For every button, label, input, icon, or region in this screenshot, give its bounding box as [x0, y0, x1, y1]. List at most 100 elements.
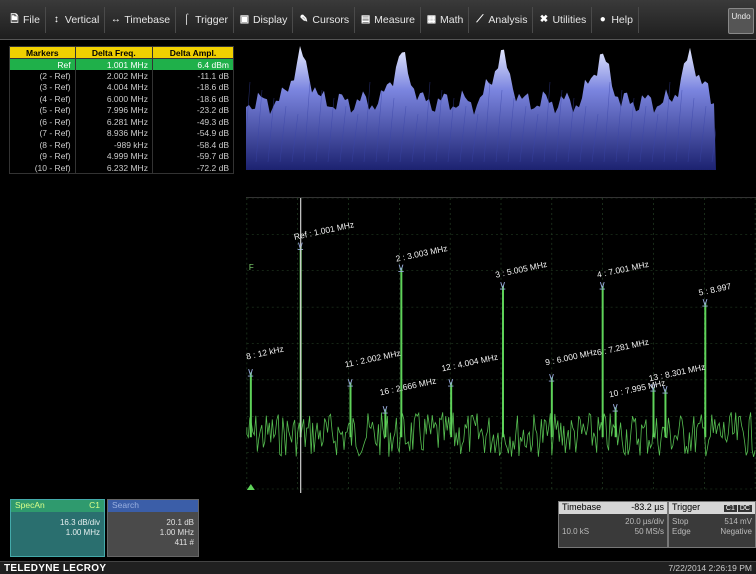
waterfall-streak [411, 113, 419, 163]
vertical-icon: ↕ [53, 14, 59, 25]
timebase-sample: 50 MS/s [634, 527, 664, 536]
waterfall-streak [471, 113, 479, 163]
waterfall-streak [387, 97, 395, 163]
peak-marker-label: 2 : 3.003 MHz [395, 243, 449, 264]
marker-name: (9 - Ref) [9, 150, 76, 162]
trigger-source: C1 [723, 505, 737, 512]
peak-marker-symbol: ⊻ [247, 368, 254, 379]
marker-row[interactable]: (7 - Ref) 8.936 MHz -54.9 dB [9, 127, 235, 139]
specan-title: SpecAn [15, 500, 45, 510]
marker-ampl: -11.1 dB [151, 70, 235, 82]
waterfall-streak [495, 89, 503, 163]
marker-ampl: -18.6 dB [151, 81, 235, 93]
marker-freq: 1.001 MHz [74, 58, 153, 70]
marker-row[interactable]: (8 - Ref) -989 kHz -58.4 dB [9, 139, 235, 151]
marker-freq: 6.281 MHz [74, 116, 153, 128]
menu-trigger-label: Trigger [195, 13, 228, 26]
menu-math-label: Math [440, 13, 464, 26]
trigger-coupling: DC [737, 505, 752, 512]
waterfall-streak [567, 97, 575, 163]
waterfall-streak [591, 113, 599, 163]
menu-display[interactable]: ▣ Display [234, 6, 294, 33]
marker-row[interactable]: (2 - Ref) 2.002 MHz -11.1 dB [9, 70, 235, 82]
marker-row[interactable]: (4 - Ref) 6.000 MHz -18.6 dB [9, 93, 235, 105]
peak-marker-label: 4 : 7.001 MHz [596, 259, 650, 280]
peak-marker-label: 12 : 4.004 MHz [441, 352, 499, 374]
waterfall-streak [423, 81, 431, 163]
waterfall-streak [447, 97, 455, 163]
marker-row[interactable]: Ref 1.001 MHz 6.4 dBm [9, 58, 235, 70]
specan-descriptor[interactable]: SpecAn C1 16.3 dB/div 1.00 MHz [10, 499, 105, 557]
marker-freq: 4.004 MHz [74, 81, 153, 93]
menu-trigger[interactable]: ⌠ Trigger [176, 6, 234, 33]
file-icon: 🗎 [10, 14, 19, 25]
search-freq: 1.00 MHz [159, 528, 194, 537]
menu-file-label: File [23, 13, 40, 26]
waterfall-streak [543, 81, 551, 163]
menu-analysis-label: Analysis [488, 13, 528, 26]
waterfall-streak [483, 81, 491, 163]
marker-row[interactable]: (9 - Ref) 4.999 MHz -59.7 dB [9, 150, 235, 162]
timebase-descriptor[interactable]: Timebase -83.2 µs 20.0 µs/div 10.0 kS 50 M… [558, 501, 668, 548]
waterfall-streak [246, 81, 251, 140]
status-bar: TELEDYNE LECROY 7/22/2014 2:26:19 PM [0, 561, 756, 574]
waterfall-streak [399, 105, 407, 163]
trigger-descriptor[interactable]: Trigger C1 DC Stop 514 mV Edge Negative [668, 501, 756, 548]
marker-name: (6 - Ref) [9, 116, 76, 128]
waterfall-streak [663, 81, 671, 163]
marker-ampl: -18.6 dB [151, 93, 235, 105]
channel-tag: F [249, 263, 254, 272]
waterfall-streak [339, 105, 347, 163]
peak-marker-label: 6 : 7.281 MHz [596, 337, 650, 358]
menu-math[interactable]: ▦ Math [421, 6, 470, 33]
peak-marker-label: 3 : 5.005 MHz [494, 259, 548, 280]
timebase-title: Timebase [562, 502, 602, 512]
menu-timebase-label: Timebase [124, 13, 171, 26]
timebase-icon: ↔ [110, 14, 121, 25]
menu-measure[interactable]: ▤ Measure [355, 6, 422, 33]
waterfall-display[interactable] [246, 42, 716, 170]
marker-name: (7 - Ref) [9, 127, 76, 139]
peak-marker-symbol: ⊻ [661, 385, 668, 396]
menu-analysis[interactable]: ⟋ Analysis [469, 6, 534, 33]
marker-row[interactable]: (6 - Ref) 6.281 MHz -49.3 dB [9, 116, 235, 128]
waterfall-streak [579, 105, 587, 163]
marker-header-cell: Markers [9, 46, 76, 59]
peak-marker-symbol: ⊻ [447, 378, 454, 389]
specan-scale: 16.3 dB/div [59, 518, 100, 527]
waterfall-streak [267, 97, 275, 163]
marker-row[interactable]: (10 - Ref) 6.232 MHz -72.2 dB [9, 162, 235, 174]
waterfall-streak [327, 97, 335, 163]
menu-file[interactable]: 🗎 File [4, 6, 46, 33]
waterfall-streak [531, 113, 539, 163]
marker-ampl: -54.9 dB [151, 127, 235, 139]
undo-button[interactable]: Undo [728, 8, 754, 34]
marker-table: Markers Delta Freq. Delta Ampl. Ref 1.001 M… [9, 46, 235, 174]
marker-name: (4 - Ref) [9, 93, 76, 105]
marker-ampl: -59.7 dB [151, 150, 235, 162]
peak-marker-label: Ref : 1.001 MHz [293, 219, 355, 242]
marker-freq: 6.232 MHz [74, 162, 153, 174]
peak-marker-symbol: ⊻ [701, 299, 708, 310]
search-descriptor[interactable]: Search 20.1 dB 1.00 MHz 411 # [107, 499, 199, 557]
menu-display-label: Display [252, 13, 288, 26]
marker-ampl: -58.4 dB [151, 139, 235, 151]
peak-marker-symbol: ⊻ [612, 403, 619, 414]
marker-row[interactable]: (5 - Ref) 7.996 MHz -23.2 dB [9, 104, 235, 116]
marker-name: (3 - Ref) [9, 81, 76, 93]
menu-help[interactable]: ● Help [592, 6, 639, 33]
menu-vertical[interactable]: ↕ Vertical [46, 6, 106, 33]
cursors-icon: ✎ [299, 14, 309, 25]
menu-cursors[interactable]: ✎ Cursors [293, 6, 356, 33]
waterfall-streak [519, 105, 527, 163]
menu-timebase[interactable]: ↔ Timebase [105, 6, 177, 33]
marker-row[interactable]: (3 - Ref) 4.004 MHz -18.6 dB [9, 81, 235, 93]
menu-utilities[interactable]: ✖ Utilities [533, 6, 593, 33]
waterfall-streak [615, 89, 623, 163]
menu-utilities-label: Utilities [552, 13, 587, 26]
waterfall-streak [279, 105, 287, 163]
peak-marker-symbol: ⊻ [499, 282, 506, 293]
noise-floor-trace [246, 411, 756, 458]
measure-icon: ▤ [360, 14, 371, 25]
